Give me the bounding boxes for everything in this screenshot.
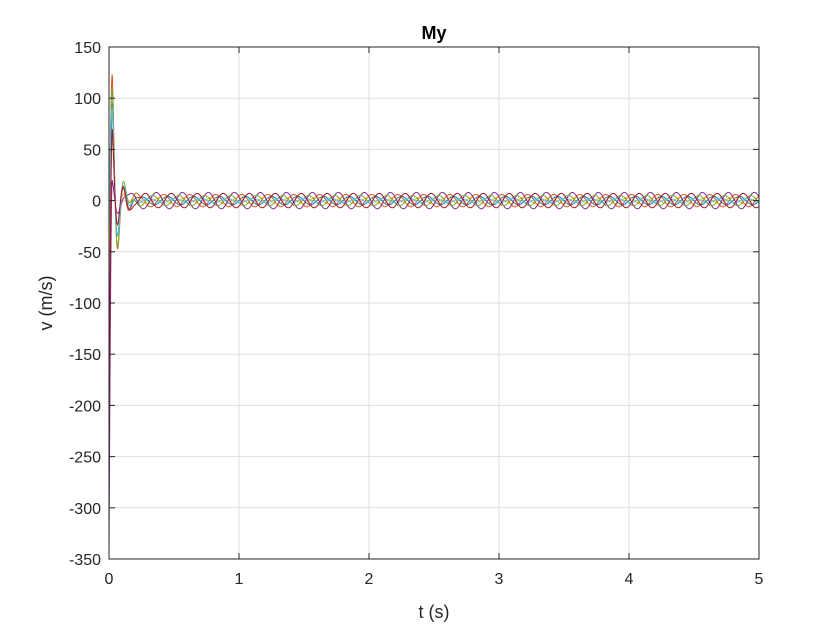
series-line-6 (108, 108, 760, 237)
y-tick-label: -100 (69, 296, 101, 313)
y-tick-labels: 150 100 50 0 -50 -100 -150 -200 -250 -300 -350 (69, 40, 101, 569)
chart-title: My (421, 23, 446, 43)
x-tick-label: 3 (495, 571, 504, 588)
y-tick-label: -50 (78, 245, 101, 262)
y-tick-label: -350 (69, 552, 101, 569)
y-axis-label: v (m/s) (36, 276, 56, 331)
x-tick-label: 4 (625, 571, 634, 588)
y-tick-label: 50 (83, 142, 101, 159)
y-tick-label: -150 (69, 347, 101, 364)
x-tick-label: 0 (105, 571, 114, 588)
y-tick-label: 150 (74, 40, 101, 57)
gridlines (109, 47, 759, 559)
series-lines (108, 74, 760, 549)
x-tick-labels: 0 1 2 3 4 5 (105, 571, 764, 588)
x-axis-label: t (s) (419, 602, 450, 622)
x-tick-label: 5 (755, 571, 764, 588)
y-tick-label: 0 (92, 194, 101, 211)
tick-marks (108, 46, 760, 560)
y-tick-label: -250 (69, 450, 101, 467)
y-tick-label: 100 (74, 91, 101, 108)
series-line-7 (108, 128, 760, 437)
y-tick-label: -200 (69, 398, 101, 415)
y-tick-label: -300 (69, 501, 101, 518)
x-tick-label: 1 (235, 571, 244, 588)
x-tick-label: 2 (365, 571, 374, 588)
series-line-1 (108, 103, 760, 508)
